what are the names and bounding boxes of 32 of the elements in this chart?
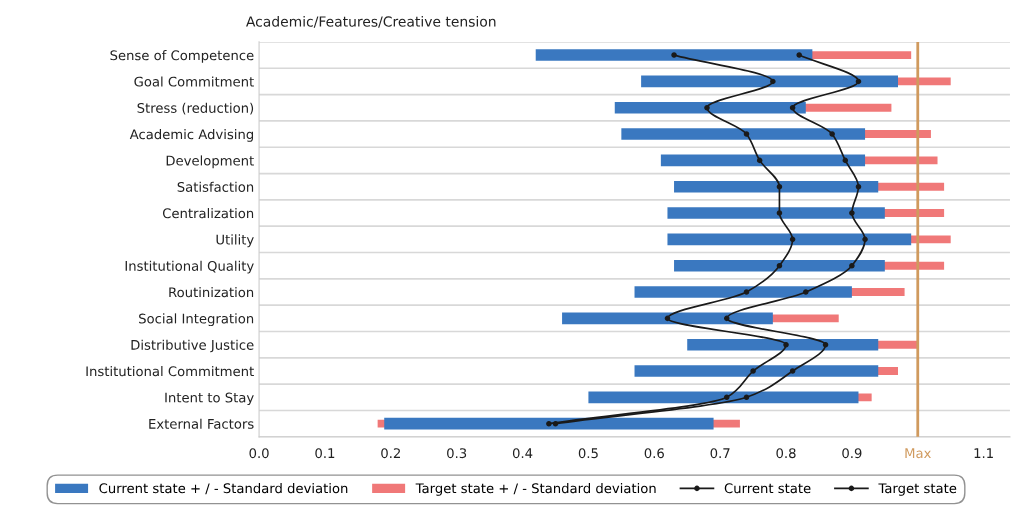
x-tick-label: 0.9 (842, 448, 862, 459)
y-tick-label: Academic Advising (129, 129, 254, 142)
y-tick-label: Sense of Competence (110, 50, 254, 63)
y-tick-label: Satisfaction (177, 181, 254, 192)
y-tick-label: Social Integration (139, 313, 254, 327)
chart-title: Academic/Features/Creative tension (246, 16, 496, 28)
x-tick-label: 1.1 (974, 448, 993, 458)
x-tick-label: 0.3 (447, 448, 467, 459)
y-tick-label: Institutional Commitment (86, 365, 254, 377)
x-tick-label: Max (905, 448, 931, 459)
y-tick-label: Centralization (162, 208, 254, 219)
x-tick-label: 0.7 (710, 448, 730, 459)
legend-label: Current state (724, 483, 811, 494)
y-tick-label: Stress (reduction) (137, 102, 254, 115)
y-tick-label: Goal Commitment (134, 76, 254, 87)
y-tick-label: Development (166, 155, 254, 169)
legend-label: Target state + / - Standard deviation (415, 482, 656, 496)
y-tick-label: Intent to Stay (165, 392, 254, 406)
y-tick-label: Institutional Quality (125, 260, 254, 274)
x-tick-label: 0.1 (315, 448, 335, 459)
x-tick-label: 0.4 (512, 448, 533, 459)
legend-label: Current state + / - Standard deviation (99, 482, 348, 495)
x-tick-label: 0.8 (776, 448, 796, 459)
x-tick-label: 0.6 (644, 448, 664, 459)
x-tick-label: 0.0 (249, 448, 269, 459)
y-tick-label: Utility (216, 234, 254, 248)
x-tick-label: 0.2 (381, 448, 400, 459)
y-tick-label: Distributive Justice (131, 339, 254, 353)
y-tick-label: External Factors (149, 418, 254, 429)
legend-label: Target state (878, 483, 957, 496)
y-tick-label: Routinization (169, 287, 254, 298)
x-tick-label: 0.5 (578, 448, 598, 459)
